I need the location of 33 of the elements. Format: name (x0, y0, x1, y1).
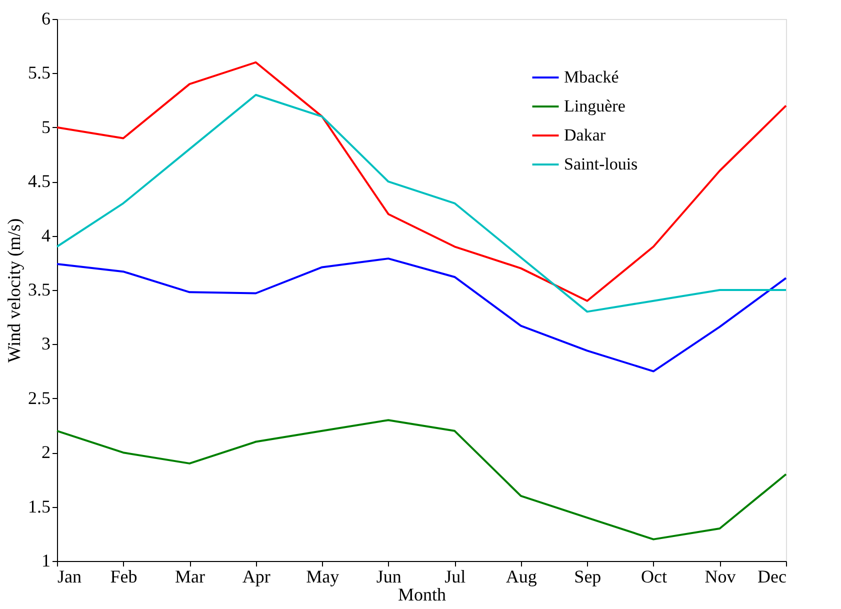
y-tick-label: 4.5 (28, 171, 50, 192)
x-tick-label: Oct (640, 566, 667, 586)
legend-label: Linguère (564, 96, 626, 116)
y-tick-label: 5.5 (28, 62, 50, 83)
line-series (56, 419, 787, 540)
x-tick-label: Sep (574, 566, 602, 586)
y-tick-label: 2.5 (28, 388, 50, 408)
line-series (56, 258, 787, 372)
y-tick-label: 4 (42, 225, 50, 246)
x-tick-label: Mar (175, 566, 206, 586)
legend-label: Mbacké (564, 68, 619, 86)
x-tick-label: Jul (444, 566, 466, 586)
legend-label: Dakar (564, 126, 606, 144)
x-tick-label: Apr (242, 566, 270, 586)
y-tick-label: 2 (42, 442, 50, 462)
line-series (56, 94, 787, 313)
x-tick-label: Nov (704, 566, 736, 586)
x-axis-title: Month (398, 584, 446, 604)
x-tick-label: Aug (506, 566, 537, 586)
x-tick-label: Feb (110, 566, 138, 586)
y-tick-label: 6 (42, 8, 50, 28)
y-tick-label: 5 (42, 116, 50, 137)
x-tick-label: Dec (758, 566, 787, 586)
x-tick-label: May (306, 566, 340, 586)
y-tick-label: 3 (42, 334, 50, 354)
x-tick-label: Jan (58, 566, 82, 586)
y-axis-title: Wind velocity (m/s) (4, 218, 24, 363)
y-tick-label: 1 (42, 550, 50, 570)
legend-label: Saint-louis (564, 154, 638, 174)
line-series (56, 61, 787, 302)
x-tick-label: Jun (376, 566, 402, 586)
y-tick-label: 1.5 (28, 496, 50, 516)
y-tick-label: 3.5 (28, 280, 50, 300)
